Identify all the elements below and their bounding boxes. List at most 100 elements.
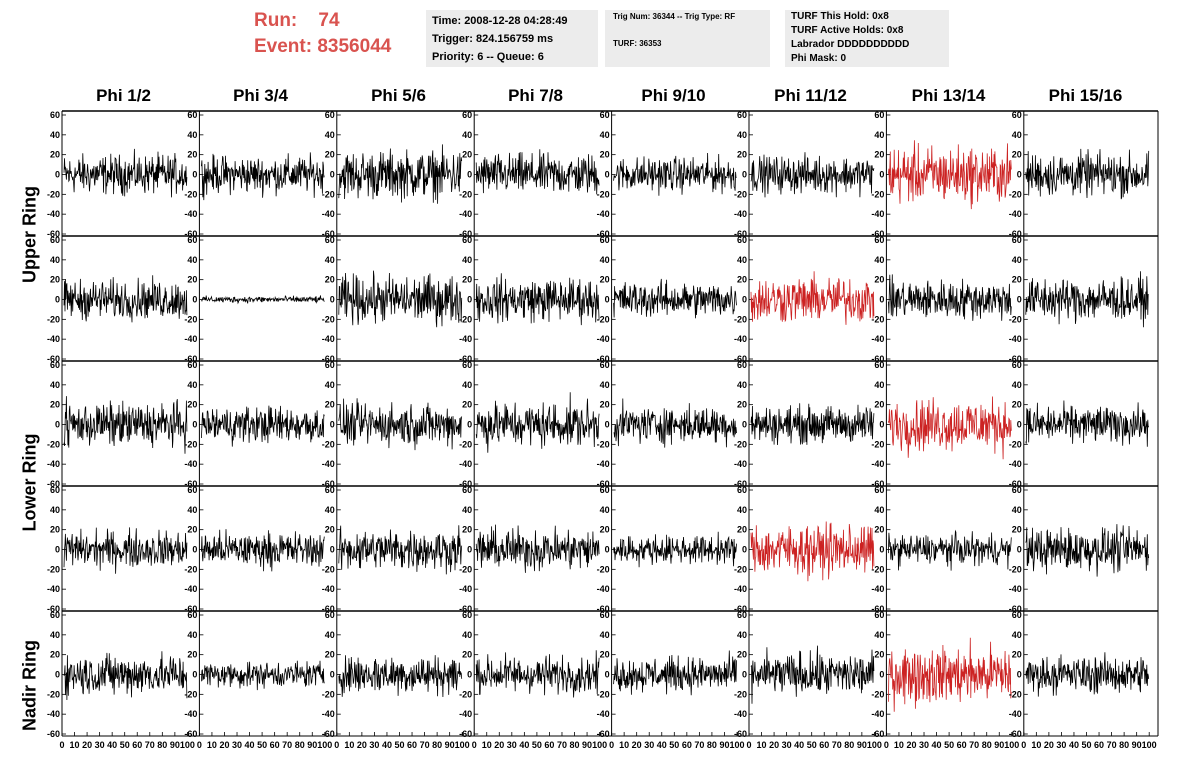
y-tick-label: 0 xyxy=(1017,170,1022,180)
turf-active-text: TURF Active Holds: 0x8 xyxy=(791,25,904,36)
x-tick-label: 10 xyxy=(894,740,904,750)
waveform-trace xyxy=(475,524,600,573)
x-tick-label: 10 xyxy=(70,740,80,750)
y-tick-label: 40 xyxy=(462,380,472,390)
y-tick-label: -20 xyxy=(1009,314,1022,324)
y-tick-label: 20 xyxy=(50,150,60,160)
y-tick-label: 20 xyxy=(600,525,610,535)
y-tick-label: 60 xyxy=(187,360,197,370)
priority-text: Priority: 6 -- Queue: 6 xyxy=(432,51,544,63)
column-header: Phi 11/12 xyxy=(774,86,847,105)
waveform-trace xyxy=(201,152,325,201)
y-tick-label: -40 xyxy=(871,709,884,719)
y-tick-label: 0 xyxy=(605,545,610,555)
y-tick-label: 60 xyxy=(462,235,472,245)
y-tick-label: -40 xyxy=(597,459,610,469)
x-tick-label: 10 xyxy=(1031,740,1041,750)
y-tick-label: 40 xyxy=(874,380,884,390)
y-tick-label: -20 xyxy=(459,189,472,199)
y-tick-label: 20 xyxy=(187,275,197,285)
x-tick-label: 70 xyxy=(1107,740,1117,750)
x-tick-label: 100 xyxy=(180,740,195,750)
y-tick-label: -20 xyxy=(47,689,60,699)
y-tick-label: -20 xyxy=(184,314,197,324)
y-tick-label: 40 xyxy=(462,255,472,265)
x-tick-label: 80 xyxy=(432,740,442,750)
y-tick-label: -60 xyxy=(459,479,472,489)
y-tick-label: 40 xyxy=(325,130,335,140)
y-tick-label: -20 xyxy=(597,564,610,574)
y-tick-label: -20 xyxy=(184,189,197,199)
y-tick-label: -20 xyxy=(734,439,747,449)
y-tick-label: -40 xyxy=(1009,334,1022,344)
x-tick-label: 30 xyxy=(507,740,517,750)
column-header: Phi 15/16 xyxy=(1048,86,1123,105)
waveform-trace xyxy=(613,398,737,448)
x-tick-label: 40 xyxy=(382,740,392,750)
y-tick-label: -40 xyxy=(184,459,197,469)
y-tick-label: 20 xyxy=(462,525,472,535)
y-tick-label: 20 xyxy=(325,525,335,535)
labrador-text: Labrador DDDDDDDDDD xyxy=(791,39,910,50)
y-tick-label: 0 xyxy=(879,670,884,680)
y-tick-label: 20 xyxy=(325,150,335,160)
y-tick-label: -40 xyxy=(734,709,747,719)
y-tick-label: -20 xyxy=(322,439,335,449)
y-tick-label: 40 xyxy=(737,505,747,515)
y-tick-label: -60 xyxy=(1009,229,1022,239)
y-tick-label: -60 xyxy=(597,604,610,614)
waveform-trace xyxy=(63,148,188,198)
y-tick-label: 0 xyxy=(467,170,472,180)
y-tick-label: -40 xyxy=(459,584,472,594)
y-tick-label: -40 xyxy=(459,709,472,719)
y-tick-label: 0 xyxy=(467,670,472,680)
y-tick-label: 40 xyxy=(325,630,335,640)
waveform-trace xyxy=(888,274,1012,321)
x-tick-label: 90 xyxy=(307,740,317,750)
y-tick-label: 20 xyxy=(187,400,197,410)
waveform-trace xyxy=(201,405,325,447)
waveform-trace xyxy=(888,140,1012,210)
y-tick-label: 40 xyxy=(187,130,197,140)
y-tick-label: -60 xyxy=(1009,354,1022,364)
y-tick-label: 40 xyxy=(187,380,197,390)
y-tick-label: 60 xyxy=(1012,610,1022,620)
y-tick-label: 40 xyxy=(50,255,60,265)
y-tick-label: 40 xyxy=(600,505,610,515)
y-tick-label: -20 xyxy=(734,689,747,699)
y-tick-label: 40 xyxy=(1012,255,1022,265)
y-tick-label: 60 xyxy=(325,485,335,495)
y-tick-label: 0 xyxy=(330,170,335,180)
y-tick-label: 40 xyxy=(600,630,610,640)
y-tick-label: 20 xyxy=(325,275,335,285)
y-tick-label: -60 xyxy=(47,229,60,239)
waveform-trace xyxy=(1025,524,1150,577)
x-tick-label: 100 xyxy=(455,740,470,750)
y-tick-label: 0 xyxy=(55,420,60,430)
y-tick-label: -60 xyxy=(734,604,747,614)
y-tick-label: 0 xyxy=(467,295,472,305)
y-tick-label: 0 xyxy=(605,420,610,430)
x-tick-label: 100 xyxy=(729,740,744,750)
y-tick-label: 20 xyxy=(874,650,884,660)
y-tick-label: -60 xyxy=(184,729,197,739)
x-tick-label: 20 xyxy=(1044,740,1054,750)
y-tick-label: -40 xyxy=(871,209,884,219)
x-tick-label: 50 xyxy=(394,740,404,750)
y-tick-label: 0 xyxy=(55,545,60,555)
y-tick-label: 20 xyxy=(50,275,60,285)
x-tick-label: 70 xyxy=(557,740,567,750)
y-tick-label: 20 xyxy=(50,650,60,660)
y-tick-label: 0 xyxy=(192,670,197,680)
y-tick-label: 40 xyxy=(874,630,884,640)
y-tick-label: 60 xyxy=(1012,360,1022,370)
x-tick-label: 10 xyxy=(619,740,629,750)
y-tick-label: 20 xyxy=(1012,275,1022,285)
y-tick-label: 0 xyxy=(1017,295,1022,305)
x-tick-label: 50 xyxy=(944,740,954,750)
y-tick-label: 20 xyxy=(737,400,747,410)
run-event-box: Run: 74 Event: 8356044 xyxy=(254,8,419,66)
y-tick-label: -40 xyxy=(734,209,747,219)
y-tick-label: -20 xyxy=(47,189,60,199)
event-value: 8356044 xyxy=(317,36,392,57)
